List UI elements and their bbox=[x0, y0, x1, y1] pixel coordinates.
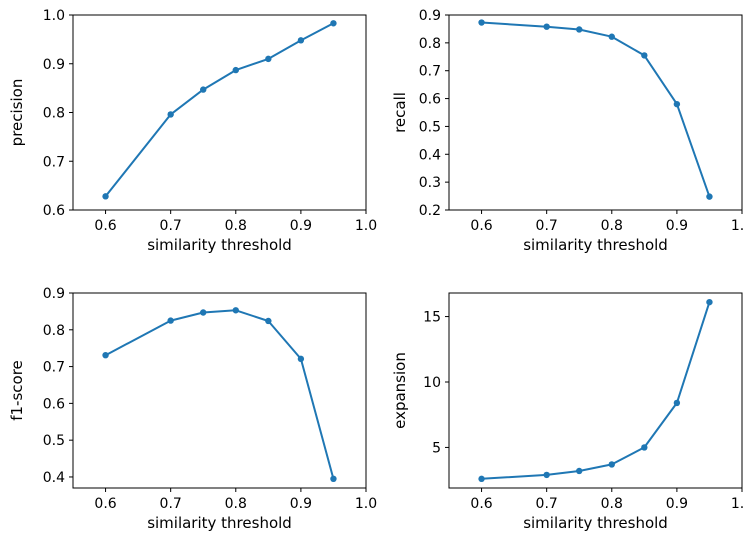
data-point bbox=[543, 23, 550, 30]
x-tick-label: 0.8 bbox=[225, 496, 247, 512]
y-tick-label: 5 bbox=[432, 440, 441, 456]
data-point bbox=[297, 37, 305, 44]
y-tick-label: 0.9 bbox=[43, 286, 65, 302]
x-tick-label: 0.6 bbox=[470, 218, 492, 234]
x-tick-label: 1.0 bbox=[355, 496, 377, 512]
x-tick-label: 0.6 bbox=[94, 496, 116, 512]
y-tick-label: 0.9 bbox=[419, 8, 441, 24]
y-tick-label: 0.3 bbox=[419, 175, 441, 191]
x-tick-label: 0.7 bbox=[536, 218, 558, 234]
x-tick-label: 0.9 bbox=[666, 218, 688, 234]
x-tick-label: 0.6 bbox=[94, 218, 116, 234]
data-point bbox=[673, 399, 681, 407]
data-point bbox=[673, 100, 681, 108]
subplot-precision: 0.6 0.7 0.8 0.9 1.0 0.6 0.7 0.8 0.9 1.0 similarity… bbox=[8, 8, 377, 254]
subplot-expansion: 0.6 0.7 0.8 0.9 1.0 5 10 15 similarity threshold… bbox=[391, 292, 745, 532]
data-point bbox=[200, 86, 207, 93]
y-tick-label: 0.2 bbox=[419, 203, 441, 219]
data-point bbox=[232, 307, 239, 314]
data-point bbox=[330, 475, 337, 483]
x-tick-label: 0.9 bbox=[290, 496, 312, 512]
data-point bbox=[200, 309, 207, 316]
x-tick-label: 1.0 bbox=[355, 218, 377, 234]
y-tick-label: 0.4 bbox=[419, 147, 441, 163]
x-tick-label: 0.6 bbox=[470, 496, 492, 512]
data-point bbox=[608, 33, 615, 40]
data-point bbox=[706, 298, 713, 306]
x-tick-label: 0.9 bbox=[290, 218, 312, 234]
y-tick-label: 1.0 bbox=[43, 8, 65, 24]
data-point bbox=[265, 55, 272, 63]
y-axis-label: f1-score bbox=[8, 360, 26, 421]
x-axis-label: similarity threshold bbox=[523, 514, 668, 532]
y-tick-label: 0.6 bbox=[419, 92, 441, 108]
x-tick-label: 0.8 bbox=[601, 496, 623, 512]
x-tick-label: 0.7 bbox=[160, 496, 182, 512]
y-axis-label: expansion bbox=[391, 352, 409, 429]
subplot-recall: 0.6 0.7 0.8 0.9 1.0 0.2 0.3 0.4 0.5 0.6 0.7 0.8 0.9 s… bbox=[391, 8, 745, 254]
data-point bbox=[265, 317, 272, 325]
data-point bbox=[232, 66, 239, 74]
data-point bbox=[330, 20, 337, 27]
axes-frame bbox=[72, 292, 367, 489]
x-tick-label: 1.0 bbox=[731, 218, 745, 234]
data-point bbox=[543, 471, 550, 479]
x-axis-label: similarity threshold bbox=[147, 236, 292, 254]
data-point bbox=[608, 461, 615, 468]
data-point bbox=[478, 475, 485, 483]
y-tick-label: 0.5 bbox=[419, 119, 441, 135]
y-tick-label: 0.9 bbox=[43, 57, 65, 73]
x-tick-label: 0.7 bbox=[536, 496, 558, 512]
y-tick-label: 10 bbox=[423, 375, 441, 391]
data-point bbox=[706, 193, 713, 200]
data-point bbox=[167, 317, 174, 324]
data-point bbox=[102, 193, 109, 200]
x-axis-label: similarity threshold bbox=[523, 236, 668, 254]
y-tick-label: 0.8 bbox=[419, 36, 441, 52]
x-tick-label: 0.7 bbox=[160, 218, 182, 234]
x-tick-label: 0.8 bbox=[225, 218, 247, 234]
subplot-f1-score: 0.6 0.7 0.8 0.9 1.0 0.4 0.5 0.6 0.7 0.8 0.9 similar… bbox=[8, 286, 377, 532]
y-tick-label: 15 bbox=[423, 310, 441, 326]
y-tick-label: 0.6 bbox=[43, 203, 65, 219]
axes-frame bbox=[448, 292, 743, 489]
data-point bbox=[102, 351, 109, 359]
data-point bbox=[576, 467, 583, 475]
x-tick-label: 1.0 bbox=[731, 496, 745, 512]
y-tick-label: 0.6 bbox=[43, 396, 65, 412]
x-tick-label: 0.9 bbox=[666, 496, 688, 512]
y-tick-label: 0.8 bbox=[43, 323, 65, 339]
y-tick-label: 0.8 bbox=[43, 106, 65, 122]
data-point bbox=[478, 19, 485, 26]
y-tick-label: 0.7 bbox=[43, 154, 65, 170]
y-tick-label: 0.7 bbox=[43, 360, 65, 376]
x-axis-label: similarity threshold bbox=[147, 514, 292, 532]
data-point bbox=[167, 111, 174, 118]
x-tick-label: 0.8 bbox=[601, 218, 623, 234]
y-axis-label: recall bbox=[391, 92, 409, 133]
data-point bbox=[641, 444, 648, 451]
axes-frame bbox=[448, 14, 743, 211]
data-point bbox=[297, 355, 305, 363]
y-tick-label: 0.4 bbox=[43, 470, 65, 486]
y-tick-label: 0.5 bbox=[43, 433, 65, 449]
data-point bbox=[641, 52, 648, 59]
y-axis-label: precision bbox=[8, 79, 26, 147]
y-tick-label: 0.7 bbox=[419, 64, 441, 80]
data-point bbox=[576, 26, 583, 33]
